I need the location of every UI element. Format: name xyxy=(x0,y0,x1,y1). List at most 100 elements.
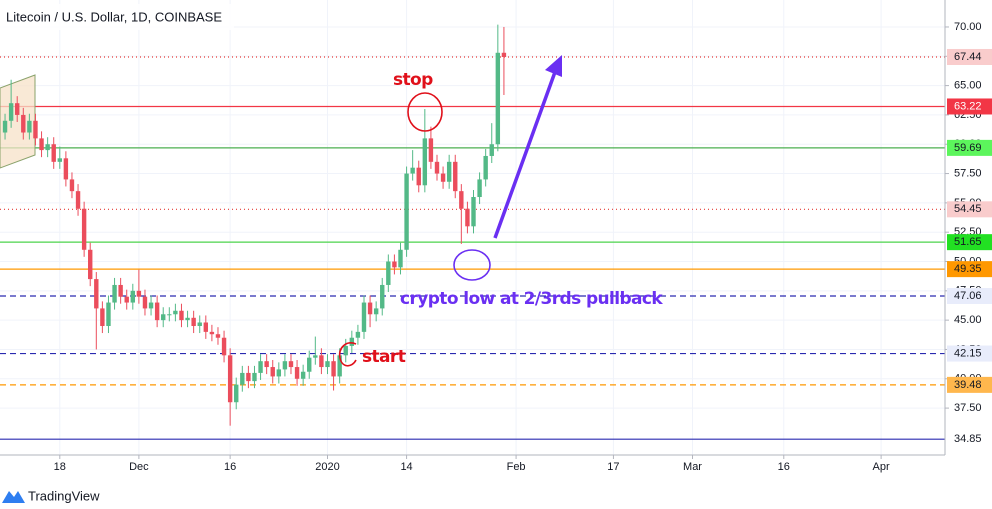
candle-body xyxy=(264,361,269,368)
candle-body xyxy=(191,317,196,327)
level-label: 34.85 xyxy=(954,433,982,445)
candle-body xyxy=(51,144,56,162)
candle-body xyxy=(167,314,172,316)
title-bg xyxy=(0,4,234,30)
x-tick-label: 2020 xyxy=(315,461,339,473)
candle-body xyxy=(209,331,215,335)
candle-body xyxy=(349,337,355,346)
candle-body xyxy=(8,103,14,121)
annotation-low: crypto low at 2/3rds pullback xyxy=(400,289,663,309)
level-label: 63.22 xyxy=(954,100,982,112)
arrow-head xyxy=(545,55,562,77)
candle-body xyxy=(203,322,209,332)
candle-body xyxy=(240,372,245,385)
candle-body xyxy=(319,355,324,368)
candle-body xyxy=(428,138,434,162)
candle-body xyxy=(276,369,282,377)
candle-body xyxy=(501,52,507,57)
level-label-bg xyxy=(947,261,992,278)
candle-body xyxy=(21,114,26,133)
candle-body xyxy=(227,355,233,403)
y-tick-label: 70.00 xyxy=(954,21,982,33)
candle-body xyxy=(343,345,348,356)
candle-body xyxy=(39,138,44,151)
candle-body xyxy=(483,155,488,180)
candle-body xyxy=(373,308,379,315)
x-tick-label: 18 xyxy=(54,461,66,473)
candle-body xyxy=(459,191,464,209)
candle-body xyxy=(88,249,93,280)
candle-body xyxy=(221,337,227,356)
level-label: 42.15 xyxy=(954,347,982,359)
candle-body xyxy=(148,302,154,309)
level-label: 47.06 xyxy=(954,290,982,302)
candle-body xyxy=(136,290,142,297)
x-tick-label: 16 xyxy=(778,461,790,473)
candle-body xyxy=(94,279,99,309)
candle-body xyxy=(361,302,367,332)
start-circle xyxy=(338,342,357,367)
candle-body xyxy=(477,179,482,198)
level-label: 51.65 xyxy=(954,236,982,248)
candle-body xyxy=(161,314,166,321)
level-label: 49.35 xyxy=(954,263,982,275)
candle-body xyxy=(197,322,202,327)
level-label-bg xyxy=(947,431,992,448)
candle-body xyxy=(380,284,385,309)
candle-body xyxy=(112,284,117,303)
arrow-shaft xyxy=(493,71,557,239)
candle-body xyxy=(179,310,184,321)
candle-body xyxy=(252,372,257,382)
x-tick-label: Mar xyxy=(683,461,702,473)
candle-body xyxy=(45,144,50,151)
candle-body xyxy=(489,144,494,156)
y-tick-label: 65.00 xyxy=(954,80,982,92)
candle-body xyxy=(81,208,87,250)
candle-body xyxy=(246,372,251,382)
level-label: 54.45 xyxy=(954,203,982,215)
level-label: 67.44 xyxy=(954,51,982,63)
y-tick-label: 45.00 xyxy=(954,314,982,326)
level-label-bg xyxy=(947,287,992,304)
candle-body xyxy=(130,290,136,303)
candle-body xyxy=(282,361,288,370)
candle-body xyxy=(367,302,373,315)
candle-body xyxy=(495,52,501,145)
candle-body xyxy=(465,208,470,227)
level-label-bg xyxy=(947,48,992,65)
annotation-start: start xyxy=(362,347,406,367)
stop-circle xyxy=(407,92,443,132)
candle-body xyxy=(288,361,294,368)
level-label: 59.69 xyxy=(954,142,982,154)
candle-body xyxy=(63,158,69,180)
candle-body xyxy=(15,103,20,115)
level-label-bg xyxy=(947,139,992,156)
level-label-bg xyxy=(947,201,992,218)
candle-body xyxy=(331,361,336,377)
candle-body xyxy=(422,138,428,186)
candle-body xyxy=(307,357,312,372)
candle-body xyxy=(337,355,342,377)
x-tick-label: 14 xyxy=(400,461,412,473)
footer: TradingView xyxy=(28,488,100,503)
y-tick-label: 37.50 xyxy=(954,402,982,414)
candle-body xyxy=(453,161,458,192)
candle-body xyxy=(416,167,421,186)
candle-body xyxy=(124,296,129,303)
candle-body xyxy=(2,120,8,133)
level-label-bg xyxy=(947,376,992,393)
candle-body xyxy=(185,317,190,321)
candle-body xyxy=(392,261,397,268)
x-tick-label: Dec xyxy=(129,461,149,473)
footer-logo xyxy=(2,491,25,503)
candle-body xyxy=(33,120,38,139)
annotation-stop: stop xyxy=(393,70,433,90)
candle-body xyxy=(440,173,446,182)
candle-body xyxy=(471,197,476,227)
candle-body xyxy=(106,302,111,327)
candle-body xyxy=(118,284,123,297)
candle-body xyxy=(404,173,409,250)
candle-body xyxy=(100,308,105,327)
